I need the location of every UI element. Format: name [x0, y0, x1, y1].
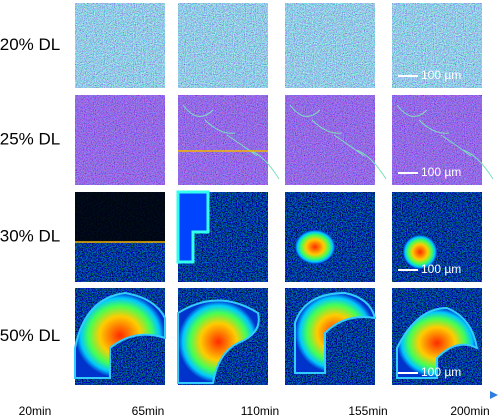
dark-region: [75, 192, 165, 242]
micrograph: [285, 3, 375, 88]
image-bg: [285, 3, 375, 88]
row-label: 20% DL: [0, 35, 60, 54]
network-strand: [226, 134, 258, 157]
scale-bar-label: 100 µm: [421, 165, 461, 179]
image-bg: [75, 3, 165, 88]
time-label: 200min: [450, 404, 489, 418]
micrograph: [392, 288, 482, 385]
network-strand: [462, 149, 494, 180]
image-bg: [285, 95, 375, 185]
phase-domain: [177, 299, 260, 384]
network-strand: [396, 104, 428, 117]
micrograph: [285, 192, 375, 282]
scale-bar-label: 100 µm: [421, 365, 461, 379]
image-bg: [392, 95, 482, 185]
image-bg: [392, 192, 482, 282]
time-label: 110min: [241, 404, 279, 418]
image-bg: [178, 3, 268, 88]
micrograph: [392, 95, 494, 185]
network-strand: [440, 134, 472, 157]
phase-domain: [294, 291, 377, 374]
scale-bar-label: 100 µm: [421, 68, 461, 82]
image-bg: [75, 95, 165, 185]
droplet: [295, 230, 335, 264]
phase-domain: [74, 291, 166, 379]
row-label: 25% DL: [0, 129, 60, 148]
image-bg: [392, 3, 482, 88]
network-strand: [289, 104, 321, 117]
micrograph: [176, 190, 268, 282]
micrograph: [392, 192, 482, 282]
row-label: 50% DL: [0, 326, 60, 345]
arrow-head: [490, 391, 498, 399]
scale-bar-label: 100 µm: [421, 262, 461, 276]
micrograph: [75, 192, 165, 282]
time-label: 20min: [19, 404, 52, 418]
phase-domain: [176, 190, 210, 264]
image-bg: [178, 95, 268, 185]
phase-domain: [396, 306, 479, 379]
micrograph: [75, 3, 165, 88]
time-label: 155min: [348, 404, 387, 418]
micrograph: [74, 288, 166, 385]
micrograph: [177, 288, 268, 385]
micrograph: [75, 95, 165, 185]
network-strand: [418, 119, 450, 134]
micrograph: [178, 95, 280, 185]
droplet: [403, 235, 437, 269]
micrograph: [285, 288, 377, 385]
network-strand: [355, 149, 387, 180]
row-label: 30% DL: [0, 226, 60, 245]
micrograph: [285, 95, 387, 185]
network-strand: [204, 119, 236, 134]
network-strand: [333, 134, 365, 157]
micrograph: [178, 3, 268, 88]
time-label: 65min: [132, 404, 165, 418]
network-strand: [311, 119, 343, 134]
micrograph: [392, 3, 482, 88]
network-strand: [182, 104, 214, 117]
